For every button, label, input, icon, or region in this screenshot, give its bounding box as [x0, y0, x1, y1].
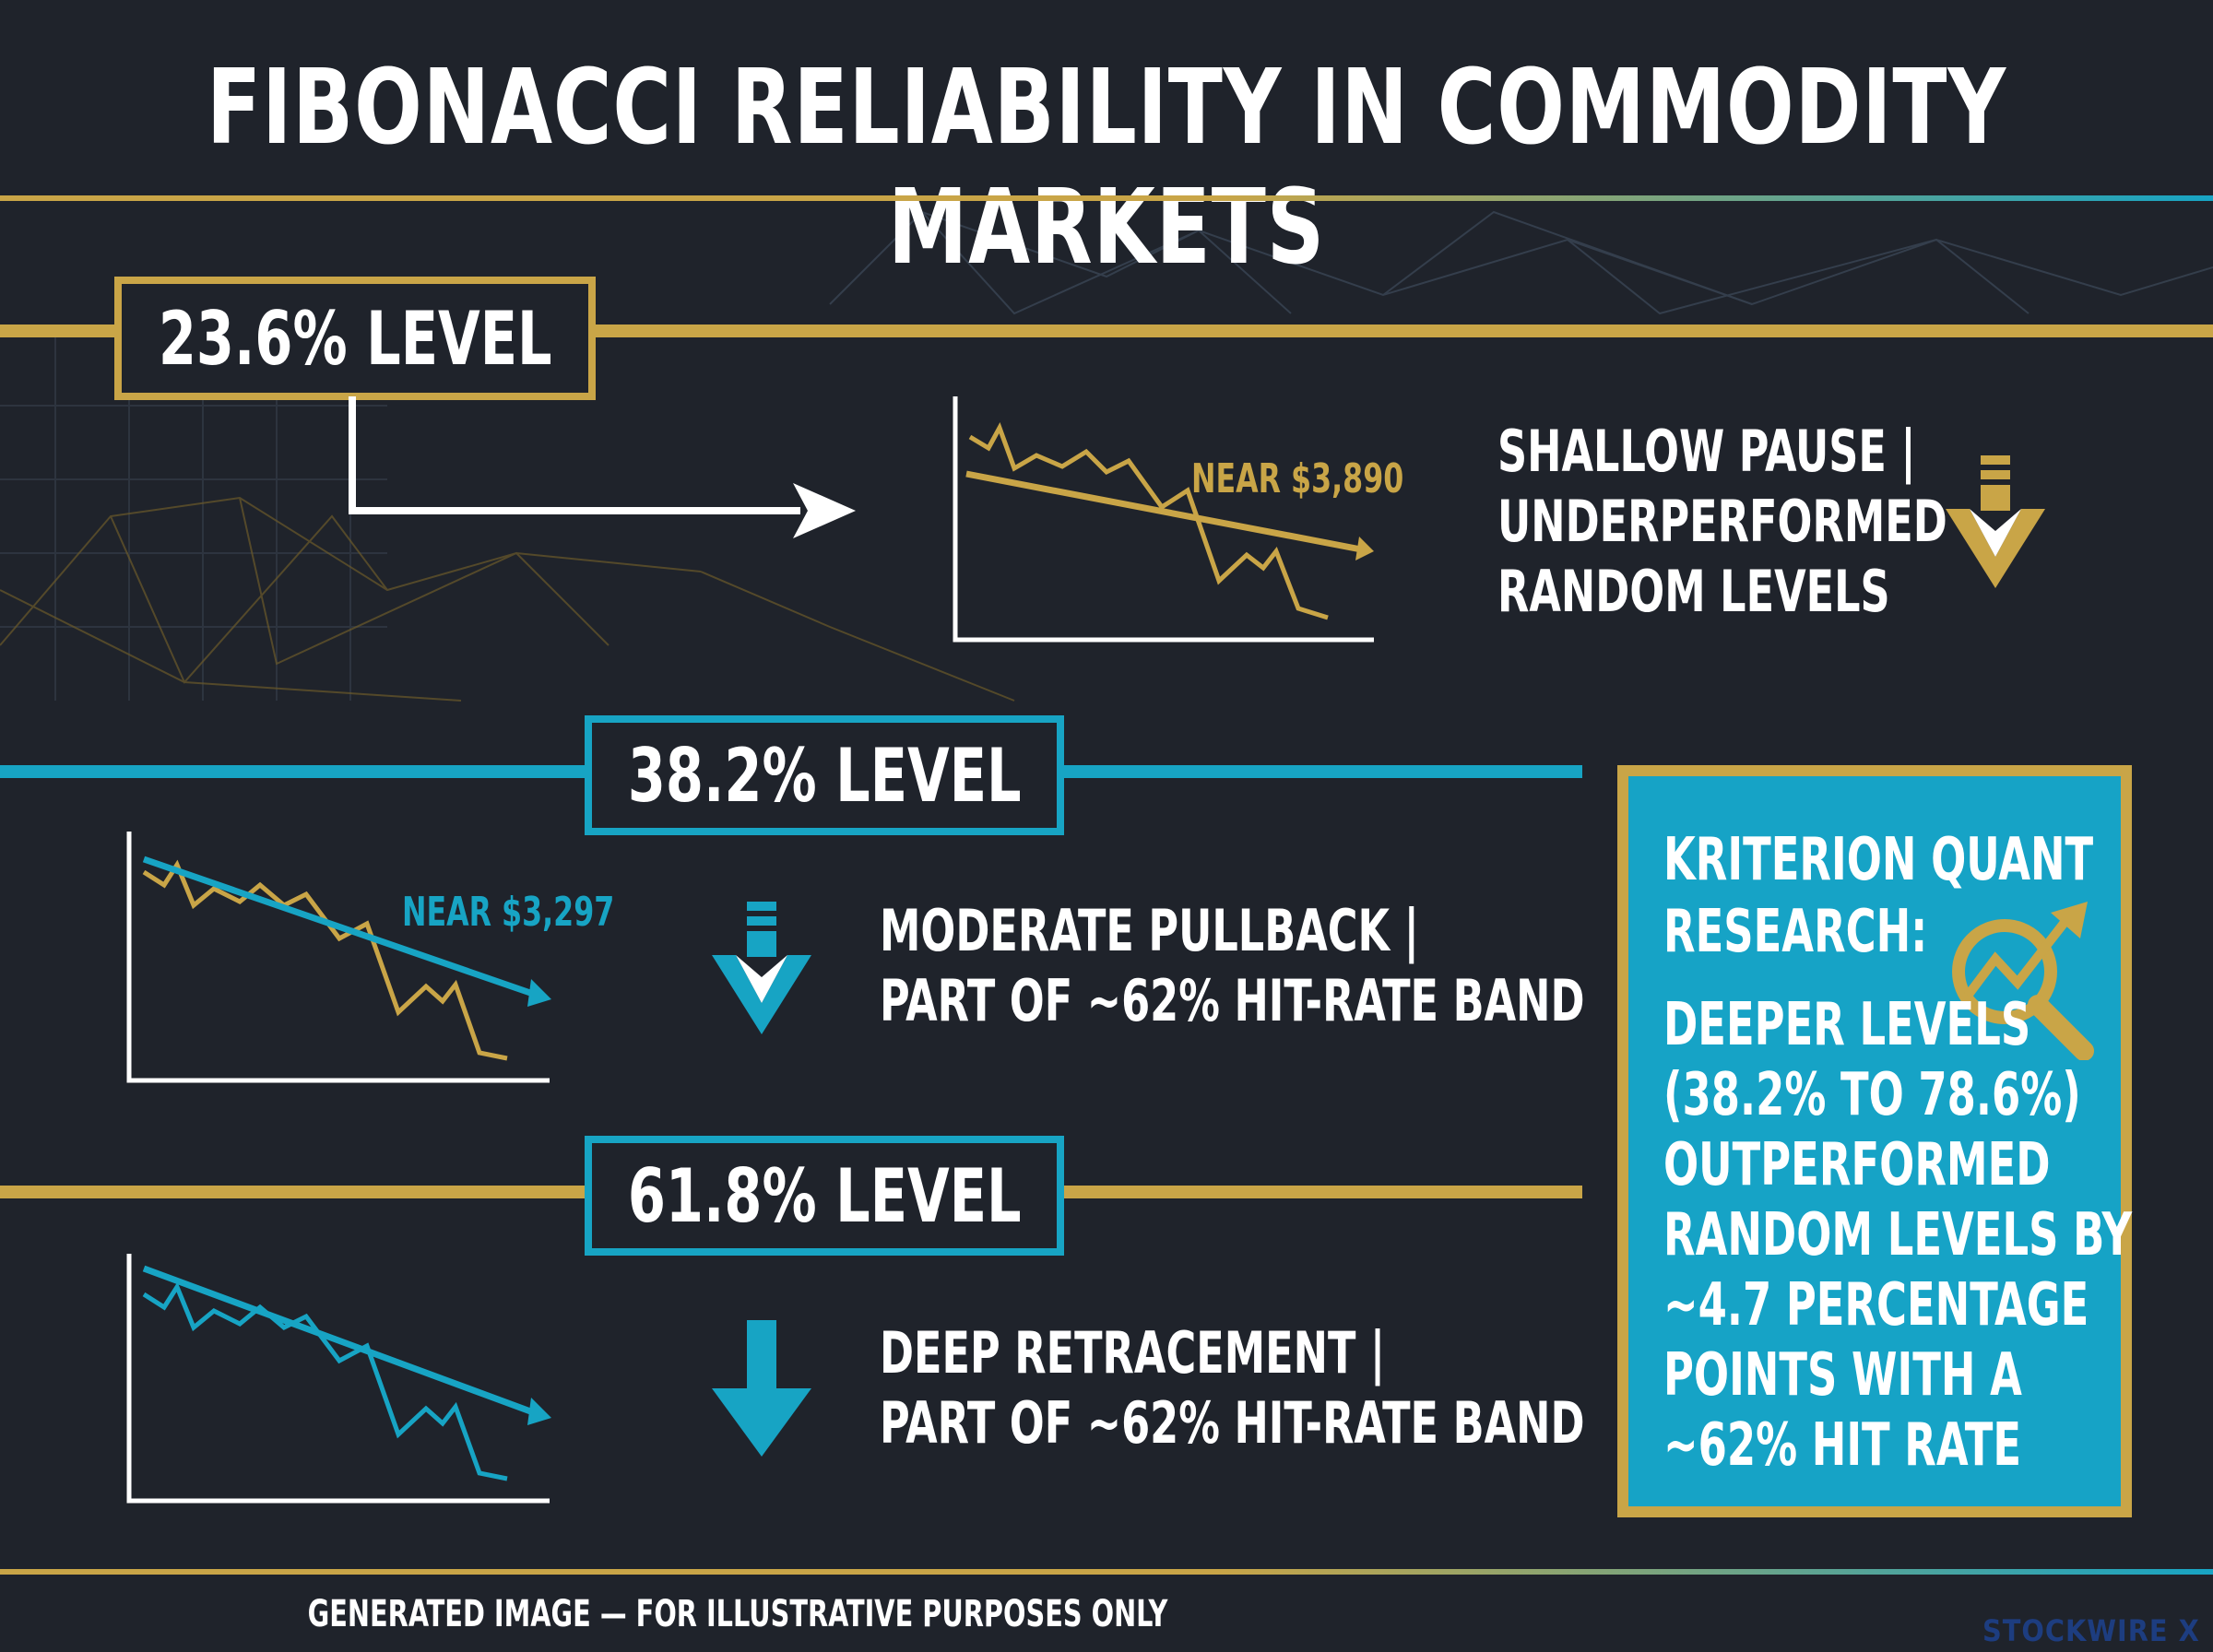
level-38-label: 38.2% LEVEL: [627, 732, 1022, 819]
research-panel: KRITERION QUANT RESEARCH: DEEPER LEVELS …: [1617, 765, 2132, 1517]
page-title: FIBONACCI RELIABILITY IN COMMODITY MARKE…: [207, 48, 2006, 288]
top-divider: [0, 195, 2213, 201]
blue-down-arrow-icon: [712, 1320, 811, 1457]
level-61-box: 61.8% LEVEL: [585, 1136, 1064, 1256]
blue-down-chevron-arrow-icon: [712, 902, 811, 1034]
level-61-description: DEEP RETRACEMENT | PART OF ~62% HIT-RATE…: [880, 1319, 1585, 1457]
level-23-trend-line: [965, 470, 1362, 553]
level-23-box: 23.6% LEVEL: [114, 277, 596, 400]
level-38-box: 38.2% LEVEL: [585, 715, 1064, 835]
level-23-near-label: NEAR $3,890: [1191, 455, 1404, 502]
level-61-trend-line: [142, 1265, 535, 1416]
level-23-description: SHALLOW PAUSE | UNDERPERFORMED RANDOM LE…: [1497, 418, 1947, 625]
level-61-label: 61.8% LEVEL: [627, 1152, 1022, 1239]
level-38-near-label: NEAR $3,297: [402, 889, 615, 936]
magnifier-chart-icon: [1952, 902, 2094, 1060]
brand-logo-text: STOCKWIRE X: [1982, 1613, 2200, 1648]
research-body: DEEPER LEVELS (38.2% TO 78.6%) OUTPERFOR…: [1663, 991, 2133, 1480]
gold-down-chevron-arrow-icon: [1946, 455, 2045, 588]
footer-disclaimer: GENERATED IMAGE — FOR ILLUSTRATIVE PURPO…: [307, 1593, 1168, 1635]
level-61-price-line: [142, 1281, 508, 1481]
level-38-chart: [126, 832, 551, 1083]
bottom-divider: [0, 1569, 2213, 1575]
level-23-label: 23.6% LEVEL: [158, 295, 552, 382]
level-23-connector-arrow: [349, 396, 856, 538]
level-38-trend-line: [142, 856, 535, 997]
level-23-chart: [953, 396, 1374, 643]
level-23-price-line: [968, 421, 1329, 620]
research-heading: KRITERION QUANT RESEARCH:: [1663, 826, 2094, 966]
level-61-chart: [126, 1254, 551, 1504]
level-38-price-line: [142, 859, 508, 1061]
level-38-description: MODERATE PULLBACK | PART OF ~62% HIT-RAT…: [880, 897, 1585, 1034]
